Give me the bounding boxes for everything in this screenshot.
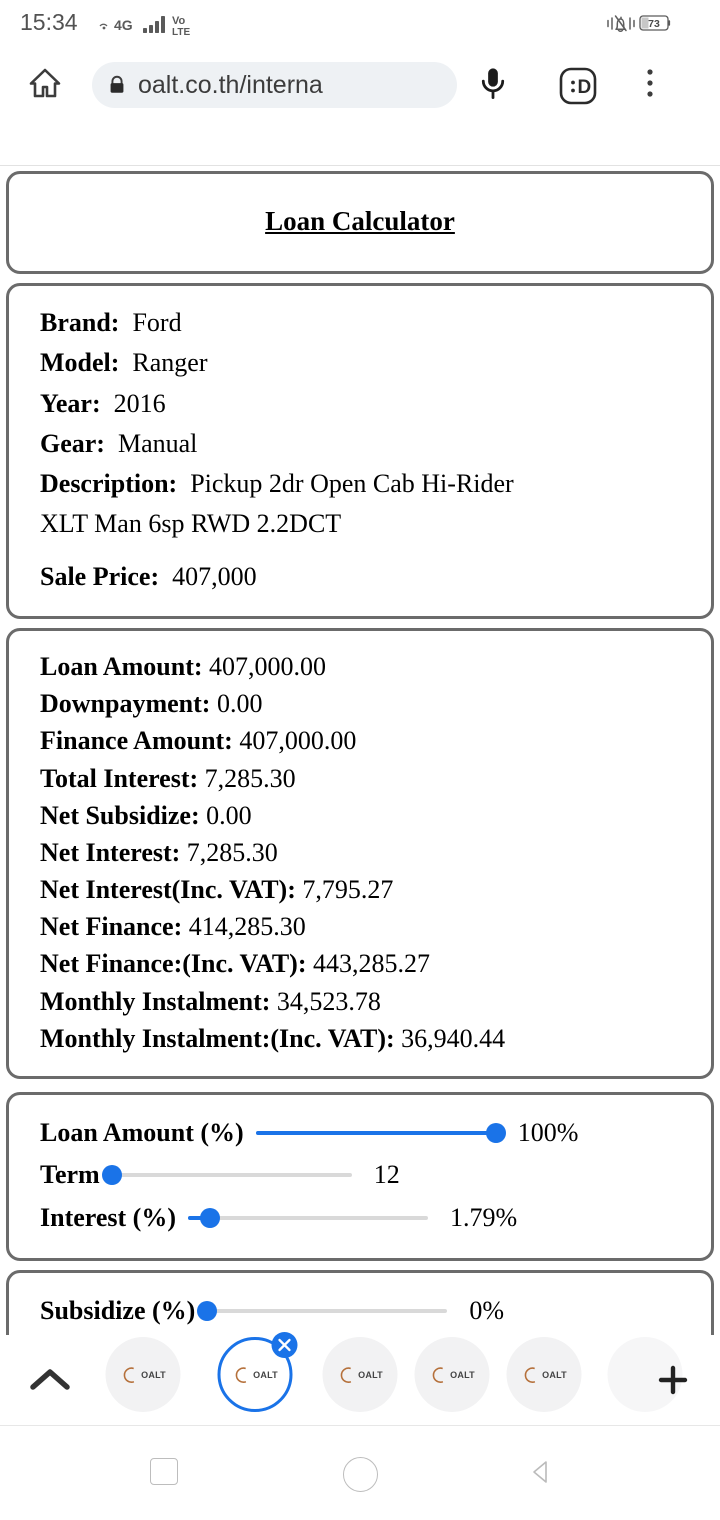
svg-text:LTE: LTE [172, 27, 190, 38]
svg-text:D: D [578, 77, 592, 98]
svg-text:Vo: Vo [172, 15, 186, 27]
svg-text:73: 73 [648, 18, 660, 30]
svg-text:4G: 4G [114, 17, 133, 33]
